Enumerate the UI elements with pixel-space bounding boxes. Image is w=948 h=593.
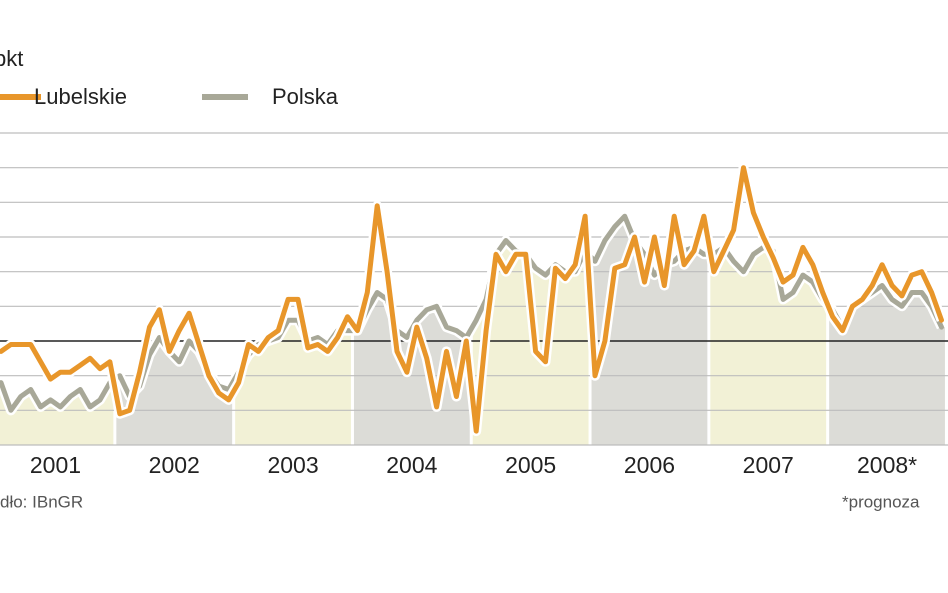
bands xyxy=(0,216,945,445)
x-tick-label: 2002 xyxy=(149,452,200,478)
legend-label: Lubelskie xyxy=(34,84,127,109)
legend-label: Polska xyxy=(272,84,339,109)
x-tick-label: 2003 xyxy=(267,452,318,478)
x-tick-label: 2007 xyxy=(743,452,794,478)
unit-label: pkt xyxy=(0,46,23,71)
x-tick-label: 2001 xyxy=(30,452,81,478)
x-tick-label: 2006 xyxy=(624,452,675,478)
x-tick-label: 2005 xyxy=(505,452,556,478)
footnote: *prognoza xyxy=(842,492,920,511)
year-band xyxy=(829,285,945,445)
source: dło: IBnGR xyxy=(0,492,83,511)
series-line xyxy=(0,165,944,434)
x-tick-label: 2008* xyxy=(857,452,917,478)
year-band xyxy=(0,382,114,445)
series-line xyxy=(0,213,944,413)
year-band xyxy=(710,247,827,445)
x-tick-label: 2004 xyxy=(386,452,437,478)
year-band xyxy=(591,216,708,445)
